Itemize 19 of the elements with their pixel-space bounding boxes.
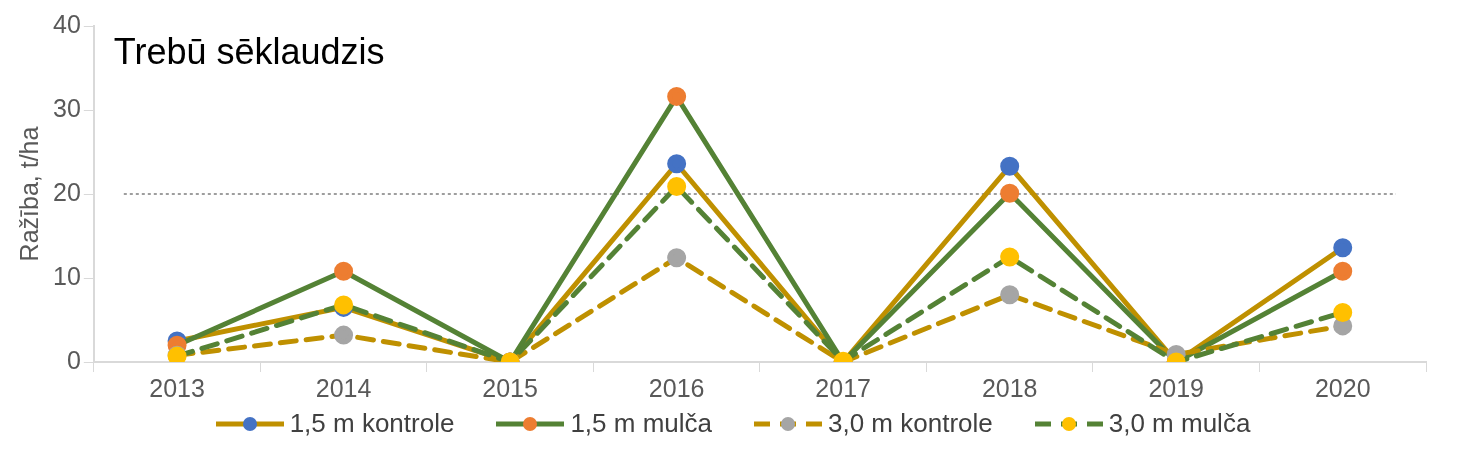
x-tick-label: 2018 bbox=[981, 373, 1038, 402]
y-tick-label: 30 bbox=[53, 93, 81, 122]
legend-label: 1,5 m kontrole bbox=[289, 408, 455, 439]
x-tick-label: 2016 bbox=[648, 373, 705, 402]
y-tick-label: 10 bbox=[53, 261, 81, 290]
x-tick-label: 2020 bbox=[1314, 373, 1371, 402]
x-tick-label: 2014 bbox=[315, 373, 372, 402]
x-tick-label: 2015 bbox=[482, 373, 538, 402]
x-tick-label: 2019 bbox=[1148, 373, 1205, 402]
chart-title: Trebū sēklaudzis bbox=[113, 30, 385, 72]
x-tick-label: 2013 bbox=[149, 373, 205, 402]
legend-label: 3,0 m mulča bbox=[1108, 408, 1251, 439]
x-tick-label: 2017 bbox=[815, 373, 871, 402]
y-axis-title: Ražība, t/ha bbox=[14, 126, 43, 262]
y-tick-label: 20 bbox=[53, 177, 81, 206]
legend-label: 1,5 m mulča bbox=[570, 408, 712, 439]
y-tick-label: 40 bbox=[53, 9, 81, 38]
legend-label: 3,0 m kontrole bbox=[828, 408, 993, 439]
y-tick-label: 0 bbox=[66, 345, 81, 374]
